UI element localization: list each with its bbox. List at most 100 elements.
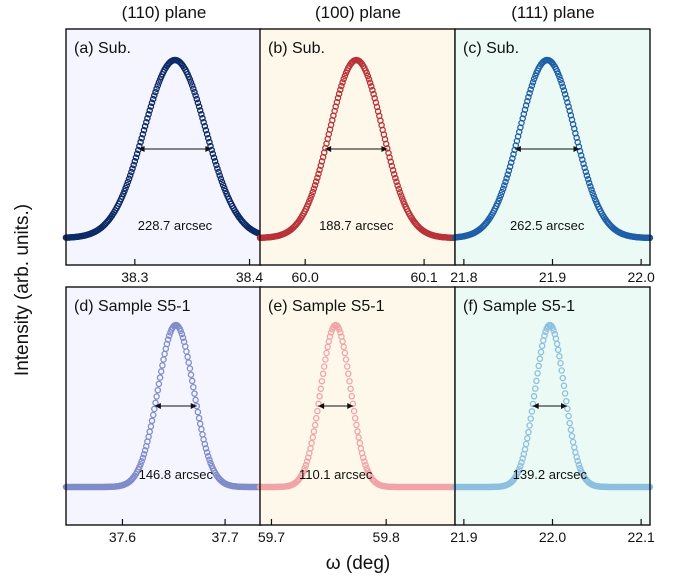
x-tick-label: 21.9 — [539, 269, 566, 285]
data-point — [361, 458, 368, 465]
data-point — [193, 95, 201, 103]
data-point — [179, 334, 187, 341]
x-tick-label: 38.3 — [121, 269, 148, 285]
data-point — [154, 386, 162, 394]
data-point — [154, 82, 162, 89]
data-point — [218, 178, 226, 186]
data-point — [196, 107, 204, 114]
data-point — [124, 178, 132, 186]
data-point — [122, 184, 129, 192]
data-point — [310, 428, 318, 435]
x-tick-label: 21.9 — [450, 529, 477, 545]
data-point — [565, 103, 572, 110]
panel-label: (a) Sub. — [74, 40, 131, 57]
data-point — [318, 377, 326, 385]
data-point — [568, 432, 576, 440]
data-point — [202, 126, 210, 134]
data-point — [553, 340, 561, 348]
data-point — [497, 191, 505, 199]
panel-c: (c) Sub. 262.5 arcsec 21.8 21.9 22.0 — [450, 28, 655, 285]
panel-label: (d) Sample S5-1 — [74, 298, 191, 315]
data-point — [201, 122, 209, 130]
data-point — [501, 182, 508, 189]
data-point — [203, 449, 211, 456]
x-tick-label: 60.1 — [410, 269, 437, 285]
x-tick-label: 22.0 — [628, 269, 655, 285]
data-point — [139, 454, 147, 462]
data-point — [533, 377, 540, 385]
data-point — [152, 399, 159, 407]
data-point — [359, 454, 367, 461]
data-point — [526, 422, 533, 429]
data-point — [564, 405, 571, 412]
data-point — [312, 178, 320, 185]
data-point — [587, 183, 594, 190]
data-point — [566, 419, 573, 427]
panel-frame — [454, 28, 651, 266]
data-point — [532, 385, 539, 392]
data-point — [211, 158, 219, 165]
data-point — [206, 138, 213, 146]
data-point — [316, 166, 323, 174]
data-point — [125, 175, 133, 183]
data-point — [584, 176, 592, 183]
data-point — [216, 172, 223, 179]
data-point — [499, 185, 507, 193]
fwhm-label: 228.7 arcsec — [138, 218, 213, 233]
panel-f: (f) Sample S5-1 139.2 arcsec 21.9 22.0 22.1 — [450, 286, 655, 545]
fwhm-arrow — [138, 146, 212, 152]
data-point — [148, 417, 156, 425]
data-point — [542, 328, 549, 335]
column-title-110: (110) plane — [121, 3, 207, 22]
data-point — [337, 329, 344, 336]
data-point — [133, 150, 141, 158]
data-point — [219, 181, 227, 189]
data-point — [527, 86, 534, 93]
column-title-100: (100) plane — [314, 3, 401, 22]
data-point — [565, 412, 572, 420]
data-point — [221, 184, 228, 192]
panel-label: (b) Sub. — [268, 40, 325, 57]
data-point — [128, 168, 135, 176]
data-point — [502, 178, 509, 186]
data-point — [396, 189, 404, 196]
data-point — [146, 107, 153, 114]
data-point — [339, 79, 346, 86]
data-point — [121, 187, 128, 195]
data-point — [510, 150, 517, 158]
data-point — [557, 359, 564, 367]
fwhm-arrow — [325, 146, 388, 152]
panel-label: (f) Sample S5-1 — [463, 298, 575, 315]
data-point — [190, 85, 197, 92]
data-point — [187, 371, 195, 378]
x-tick-label: 59.7 — [258, 529, 285, 545]
data-point — [369, 86, 376, 94]
data-point — [311, 181, 319, 189]
data-point — [561, 390, 569, 397]
fwhm-arrow — [318, 403, 354, 409]
data-point — [200, 118, 207, 126]
data-point — [130, 161, 137, 169]
data-point — [309, 188, 317, 196]
data-point — [315, 170, 322, 178]
fwhm-arrow — [514, 146, 580, 152]
data-point — [368, 83, 375, 90]
data-point — [132, 154, 140, 161]
data-point — [526, 89, 533, 97]
data-point — [515, 465, 523, 473]
panel-frame — [454, 286, 651, 526]
data-point — [503, 175, 510, 182]
data-point — [525, 93, 532, 101]
data-point — [311, 421, 319, 429]
panel-a: (a) Sub. 228.7 arcsec 38.3 38.4 — [62, 28, 265, 285]
data-point — [322, 356, 329, 363]
data-point — [202, 445, 210, 452]
data-point — [159, 362, 166, 369]
data-point — [581, 164, 588, 172]
data-point — [126, 172, 134, 179]
data-point — [524, 435, 531, 442]
data-point — [560, 382, 568, 390]
data-point — [323, 349, 330, 357]
data-point — [536, 355, 544, 363]
data-point — [550, 327, 557, 334]
